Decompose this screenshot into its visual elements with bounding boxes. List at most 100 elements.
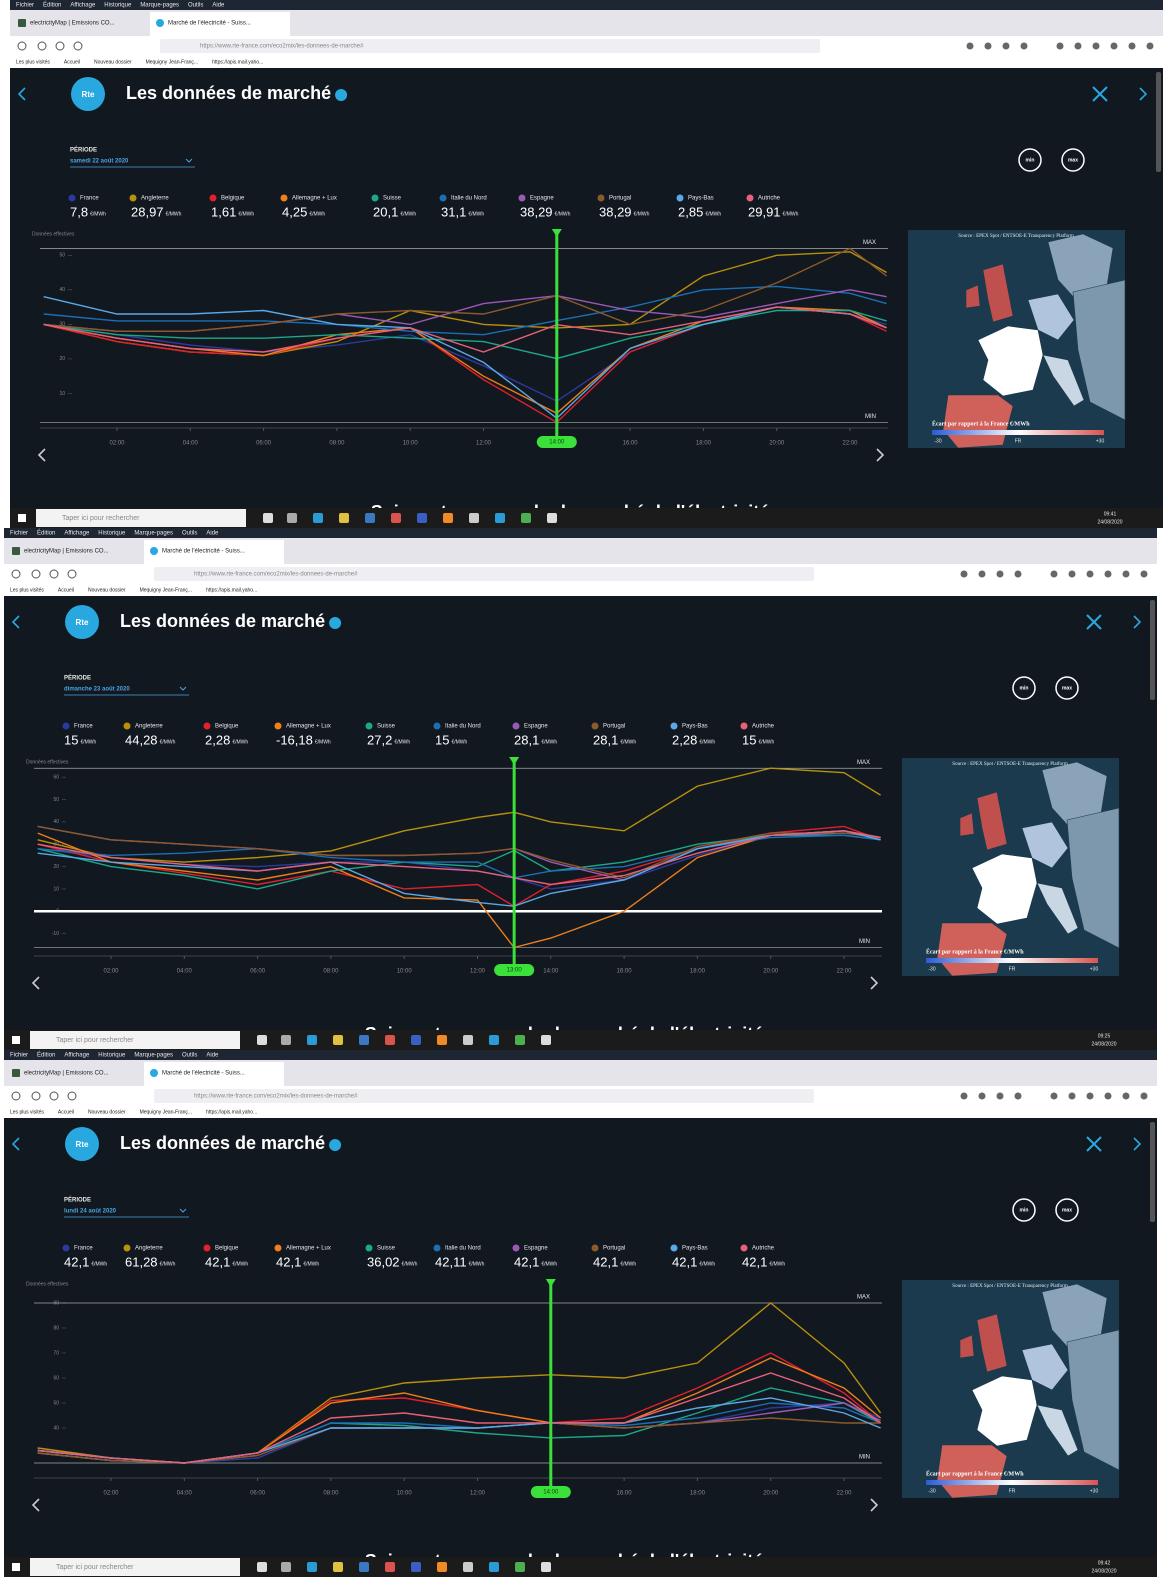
legend-dot[interactable] (63, 723, 70, 730)
toolbar-icon[interactable] (1003, 43, 1010, 50)
legend-name[interactable]: Suisse (377, 1246, 396, 1252)
help-icon[interactable] (335, 89, 347, 101)
search-placeholder[interactable]: Taper ici pour rechercher (56, 1564, 134, 1571)
taskbar-app[interactable] (339, 513, 349, 523)
legend-name[interactable]: Suisse (383, 196, 402, 202)
period-value[interactable]: dimanche 23 août 2020 (64, 687, 130, 693)
legend-dot[interactable] (671, 1245, 678, 1252)
taskbar-app[interactable] (281, 1562, 291, 1572)
bookmark[interactable]: https://apis.mail.yaho... (212, 59, 263, 65)
extreme-button-label[interactable]: max (1068, 157, 1078, 163)
start-button[interactable] (18, 514, 26, 522)
legend-name[interactable]: France (74, 724, 93, 730)
taskbar-app[interactable] (281, 1035, 291, 1045)
taskbar-app[interactable] (437, 1562, 447, 1572)
legend-dot[interactable] (124, 723, 131, 730)
legend-dot[interactable] (275, 723, 282, 730)
legend-dot[interactable] (741, 723, 748, 730)
bookmark[interactable]: https://apis.mail.yaho... (206, 1109, 257, 1115)
toolbar-icon[interactable] (1015, 571, 1022, 578)
legend-dot[interactable] (281, 195, 288, 202)
legend-name[interactable]: Pays-Bas (688, 196, 714, 202)
taskbar-app[interactable] (541, 1562, 551, 1572)
legend-dot[interactable] (124, 1245, 131, 1252)
legend-dot[interactable] (513, 1245, 520, 1252)
taskbar-app[interactable] (489, 1562, 499, 1572)
taskbar-app[interactable] (547, 513, 557, 523)
legend-name[interactable]: Belgique (215, 1246, 239, 1252)
tab-title[interactable]: Marché de l'électricité - Suiss... (162, 549, 245, 555)
menu-item[interactable]: Historique (98, 1053, 126, 1059)
menu-item[interactable]: Outils (182, 1053, 197, 1059)
toolbar-icon[interactable] (1075, 43, 1082, 50)
taskbar-app[interactable] (469, 513, 479, 523)
taskbar-app[interactable] (365, 513, 375, 523)
toolbar-icon[interactable] (1015, 1093, 1022, 1100)
toolbar-icon[interactable] (997, 1093, 1004, 1100)
tab-title[interactable]: electricityMap | Emissions CO... (30, 21, 115, 27)
period-value[interactable]: samedi 22 août 2020 (70, 159, 129, 165)
taskbar-app[interactable] (333, 1035, 343, 1045)
legend-dot[interactable] (275, 1245, 282, 1252)
taskbar-app[interactable] (417, 513, 427, 523)
menu-item[interactable]: Marque-pages (140, 3, 179, 9)
toolbar-icon[interactable] (1087, 1093, 1094, 1100)
legend-dot[interactable] (671, 723, 678, 730)
toolbar-icon[interactable] (985, 43, 992, 50)
taskbar-app[interactable] (391, 513, 401, 523)
legend-dot[interactable] (372, 195, 379, 202)
toolbar-icon[interactable] (1093, 43, 1100, 50)
taskbar-app[interactable] (257, 1562, 267, 1572)
help-icon[interactable] (329, 617, 341, 629)
toolbar-icon[interactable] (1051, 1093, 1058, 1100)
taskbar-app[interactable] (411, 1035, 421, 1045)
legend-name[interactable]: Allemagne + Lux (292, 196, 337, 202)
taskbar-app[interactable] (263, 513, 273, 523)
legend-dot[interactable] (204, 723, 211, 730)
menu-item[interactable]: Affichage (70, 3, 96, 9)
legend-name[interactable]: Italie du Nord (445, 724, 481, 730)
toolbar-icon[interactable] (1129, 43, 1136, 50)
legend-name[interactable]: Autriche (752, 724, 775, 730)
bookmark[interactable]: Nouveau dossier (88, 1109, 126, 1115)
legend-dot[interactable] (598, 195, 605, 202)
taskbar-app[interactable] (489, 1035, 499, 1045)
legend-name[interactable]: Angleterre (135, 1246, 163, 1252)
menu-item[interactable]: Édition (43, 2, 61, 9)
taskbar-app[interactable] (359, 1562, 369, 1572)
legend-dot[interactable] (210, 195, 217, 202)
toolbar-icon[interactable] (979, 571, 986, 578)
taskbar-app[interactable] (385, 1035, 395, 1045)
taskbar-app[interactable] (257, 1035, 267, 1045)
toolbar-icon[interactable] (961, 571, 968, 578)
menu-item[interactable]: Historique (98, 531, 126, 537)
legend-name[interactable]: Pays-Bas (682, 1246, 708, 1252)
legend-name[interactable]: Portugal (603, 1246, 625, 1252)
extreme-button-label[interactable]: min (1020, 1207, 1029, 1213)
legend-name[interactable]: France (74, 1246, 93, 1252)
help-icon[interactable] (329, 1139, 341, 1151)
toolbar-icon[interactable] (1057, 43, 1064, 50)
extreme-button-label[interactable]: max (1062, 1207, 1072, 1213)
toolbar-icon[interactable] (1051, 571, 1058, 578)
extreme-button-label[interactable]: min (1026, 157, 1035, 163)
toolbar-icon[interactable] (1141, 1093, 1148, 1100)
legend-name[interactable]: Espagne (524, 724, 548, 730)
legend-name[interactable]: Belgique (215, 724, 239, 730)
legend-name[interactable]: Angleterre (141, 196, 169, 202)
tab-title[interactable]: Marché de l'électricité - Suiss... (162, 1071, 245, 1077)
bookmark[interactable]: Les plus visités (10, 587, 44, 593)
taskbar-app[interactable] (437, 1035, 447, 1045)
taskbar-app[interactable] (495, 513, 505, 523)
menu-item[interactable]: Outils (182, 531, 197, 537)
url[interactable]: https://www.rte-france.com/eco2mix/les-d… (194, 1094, 358, 1100)
taskbar-app[interactable] (313, 513, 323, 523)
legend-dot[interactable] (434, 1245, 441, 1252)
legend-name[interactable]: Angleterre (135, 724, 163, 730)
legend-dot[interactable] (747, 195, 754, 202)
taskbar-app[interactable] (359, 1035, 369, 1045)
menu-item[interactable]: Édition (37, 530, 55, 537)
taskbar-app[interactable] (307, 1562, 317, 1572)
tab-title[interactable]: Marché de l'électricité - Suiss... (168, 21, 251, 27)
taskbar-app[interactable] (411, 1562, 421, 1572)
